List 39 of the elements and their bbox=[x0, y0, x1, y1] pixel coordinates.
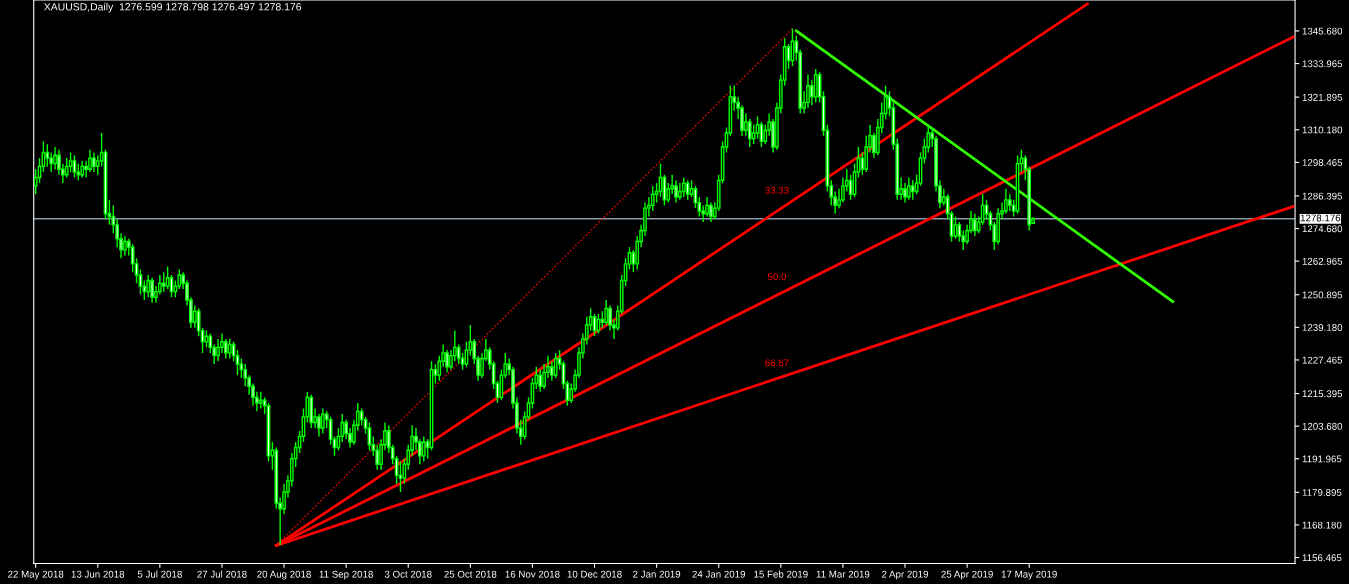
annotation: 50.0 bbox=[767, 273, 787, 281]
x-tick-label: 25 Apr 2019 bbox=[941, 570, 993, 580]
x-tick-label: 20 Aug 2018 bbox=[257, 570, 311, 580]
y-tick-label: 1298.465 bbox=[1302, 159, 1343, 166]
x-tick-label: 10 Dec 2018 bbox=[567, 570, 622, 578]
y-tick-label: 1286.395 bbox=[1302, 192, 1343, 200]
x-tick-label: 2 Jan 2019 bbox=[633, 570, 681, 578]
x-tick-label: 15 Feb 2019 bbox=[754, 570, 808, 578]
x-tick-label: 17 May 2019 bbox=[1001, 570, 1057, 580]
x-tick-label: 11 Sep 2018 bbox=[319, 570, 373, 580]
chart-title: XAUUSD,Daily 1276.599 1278.798 1276.497 1278.176 bbox=[44, 2, 302, 13]
x-tick-label: 25 Oct 2018 bbox=[444, 570, 497, 578]
y-tick-label: 1203.680 bbox=[1302, 422, 1343, 430]
x-tick-label: 3 Oct 2018 bbox=[384, 570, 432, 578]
y-tick-label: 1333.965 bbox=[1302, 60, 1343, 68]
x-tick-label: 27 Jul 2018 bbox=[197, 570, 247, 578]
y-tick-label: 1179.895 bbox=[1302, 489, 1342, 496]
y-tick-label: 1321.895 bbox=[1302, 93, 1343, 101]
y-tick-label: 1274.680 bbox=[1302, 225, 1343, 233]
annotation: 66.67 bbox=[765, 359, 789, 367]
x-tick-label: 16 Nov 2018 bbox=[505, 570, 560, 578]
y-tick-label: 1345.680 bbox=[1302, 27, 1343, 35]
x-tick-label: 13 Jun 2018 bbox=[71, 570, 125, 578]
y-tick-label: 1168.180 bbox=[1302, 521, 1342, 529]
y-tick-label: 1310.180 bbox=[1302, 126, 1343, 134]
x-tick-label: 2 Apr 2019 bbox=[881, 570, 929, 580]
y-tick-label: 1262.965 bbox=[1302, 257, 1343, 265]
annotation: 33.33 bbox=[765, 186, 789, 194]
ref-line-label: 1278.176 bbox=[1300, 214, 1341, 222]
x-tick-label: 11 Mar 2019 bbox=[816, 570, 870, 578]
y-tick-label: 1215.395 bbox=[1302, 390, 1343, 398]
y-tick-label: 1191.965 bbox=[1302, 455, 1342, 463]
y-tick-label: 1250.895 bbox=[1302, 291, 1343, 299]
y-tick-label: 1239.180 bbox=[1302, 324, 1343, 331]
x-tick-label: 5 Jul 2018 bbox=[137, 570, 182, 578]
y-tick-label: 1227.465 bbox=[1302, 356, 1343, 364]
y-tick-label: 1156.465 bbox=[1302, 554, 1342, 562]
x-tick-label: 24 Jan 2019 bbox=[692, 570, 746, 578]
x-tick-label: 22 May 2018 bbox=[8, 570, 64, 580]
